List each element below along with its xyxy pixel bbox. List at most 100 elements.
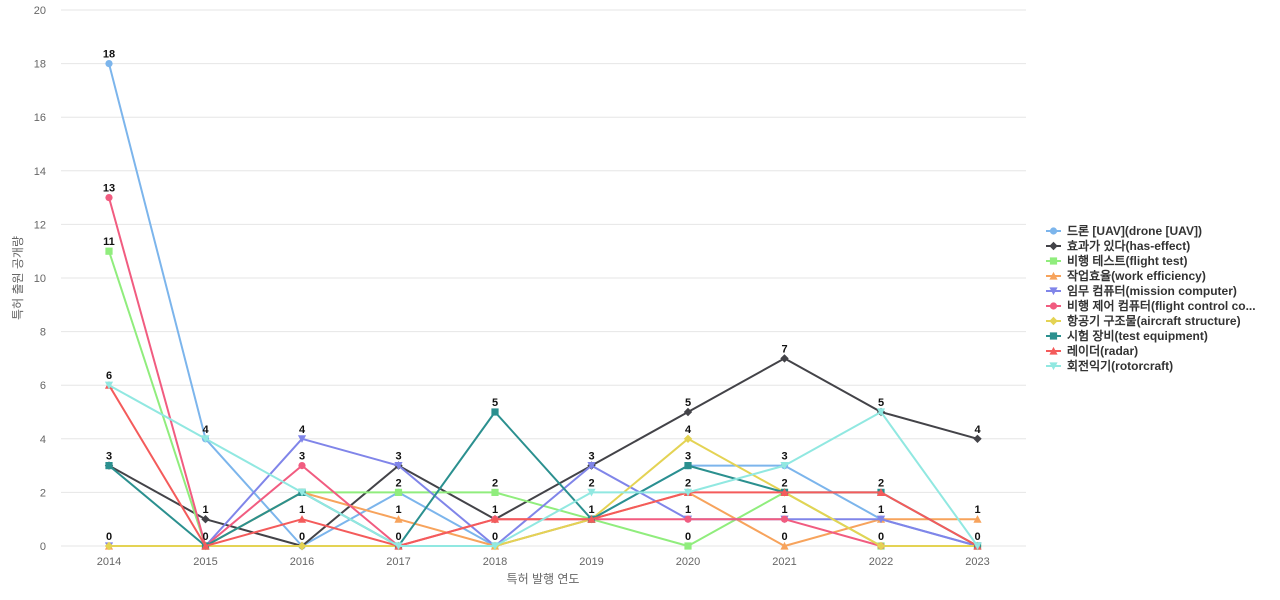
series-line	[108, 437, 979, 547]
data-point	[297, 435, 307, 443]
legend-label: 비행 테스트(flight test)	[1067, 253, 1188, 268]
data-label: 1	[974, 504, 980, 516]
legend-label: 효과가 있다(has-effect)	[1067, 238, 1190, 253]
data-labels: 1813116304104310321052103215432107321052…	[103, 49, 982, 543]
data-label: 1	[878, 504, 884, 516]
data-label: 4	[299, 424, 306, 436]
series-line	[108, 384, 979, 547]
data-label: 0	[202, 531, 208, 543]
legend-item[interactable]: 회전익기(rotorcraft)	[1046, 358, 1173, 373]
data-point	[297, 488, 307, 497]
x-tick-label: 2017	[386, 556, 410, 568]
series-line	[108, 411, 979, 547]
x-tick-label: 2020	[676, 556, 700, 568]
legend-item[interactable]: 임무 컴퓨터(mission computer)	[1046, 283, 1237, 298]
data-point	[1049, 332, 1058, 340]
y-tick-label: 6	[40, 380, 46, 392]
data-point	[1049, 302, 1058, 310]
series-flight-test	[105, 247, 982, 550]
data-label: 6	[106, 370, 112, 382]
data-point	[684, 515, 692, 523]
data-point	[587, 462, 596, 470]
legend-label: 작업효율(work efficiency)	[1067, 268, 1206, 283]
data-label: 2	[395, 477, 401, 489]
data-point	[876, 408, 886, 417]
data-label: 5	[492, 397, 498, 409]
legend-item[interactable]: 효과가 있다(has-effect)	[1046, 238, 1190, 253]
data-point	[876, 541, 886, 551]
legend-item[interactable]: 시험 장비(test equipment)	[1046, 328, 1208, 343]
data-label: 3	[106, 451, 112, 463]
series-uav-drone-uav	[105, 60, 982, 550]
data-point	[105, 60, 113, 68]
data-point	[1049, 346, 1058, 355]
legend-label: 시험 장비(test equipment)	[1067, 328, 1208, 343]
y-tick-label: 10	[34, 273, 46, 285]
data-label: 1	[492, 504, 498, 516]
data-label: 0	[685, 531, 691, 543]
series-lines	[104, 60, 982, 551]
data-point	[683, 407, 693, 417]
data-label: 2	[685, 477, 691, 489]
data-point	[491, 488, 499, 496]
data-label: 4	[202, 424, 209, 436]
data-point	[298, 462, 306, 470]
x-tick-label: 2022	[869, 556, 893, 568]
data-label: 1	[202, 504, 208, 516]
data-point	[104, 381, 114, 390]
data-point	[394, 515, 403, 523]
data-label: 1	[588, 504, 594, 516]
data-point	[1049, 257, 1058, 265]
data-point	[201, 515, 210, 524]
data-label: 7	[781, 343, 787, 355]
legend-label: 임무 컴퓨터(mission computer)	[1067, 283, 1237, 298]
data-point	[876, 515, 886, 524]
series-line	[108, 250, 979, 547]
x-axis-title: 특허 발행 연도	[507, 571, 580, 586]
data-point	[684, 462, 692, 470]
y-tick-label: 14	[34, 166, 46, 178]
data-label: 3	[685, 451, 691, 463]
data-label: 4	[974, 424, 981, 436]
data-point	[105, 194, 113, 202]
data-point	[587, 488, 596, 497]
x-tick-label: 2019	[579, 556, 603, 568]
data-point	[780, 488, 789, 496]
legend-label: 항공기 구조물(aircraft structure)	[1067, 313, 1241, 328]
data-point	[491, 408, 499, 416]
legend-item[interactable]: 비행 테스트(flight test)	[1046, 253, 1188, 268]
x-tick-label: 2018	[483, 556, 507, 568]
x-tick-label: 2014	[97, 556, 121, 568]
data-label: 1	[299, 504, 305, 516]
x-tick-label: 2016	[290, 556, 314, 568]
data-label: 11	[103, 236, 115, 248]
series-line	[108, 196, 979, 547]
data-point	[587, 515, 596, 523]
data-label: 2	[588, 477, 594, 489]
legend-item[interactable]: 레이더(radar)	[1046, 343, 1138, 358]
legend-item[interactable]: 비행 제어 컴퓨터(flight control co...	[1046, 298, 1256, 313]
data-point	[780, 462, 789, 470]
y-tick-label: 4	[40, 434, 46, 446]
data-point	[876, 488, 886, 496]
data-point	[780, 515, 789, 523]
y-tick-label: 18	[34, 59, 46, 71]
legend-item[interactable]: 드론 [UAV](drone [UAV])	[1046, 223, 1202, 238]
data-point	[684, 542, 692, 550]
data-point	[490, 542, 500, 551]
series-rotorcraft	[104, 381, 982, 551]
grid-lines	[61, 9, 1026, 547]
legend-item[interactable]: 항공기 구조물(aircraft structure)	[1046, 313, 1241, 328]
data-point	[490, 515, 500, 523]
data-point	[105, 462, 113, 470]
data-point	[104, 541, 114, 551]
data-label: 0	[974, 531, 980, 543]
data-label: 4	[685, 424, 692, 436]
data-label: 0	[106, 531, 112, 543]
legend-item[interactable]: 작업효율(work efficiency)	[1046, 268, 1206, 283]
data-label: 13	[103, 183, 115, 195]
data-point	[297, 541, 307, 551]
y-tick-label: 0	[40, 541, 46, 553]
x-axis: 2014 2015 2016 2017 2018 2019 2020 2021 2022 2023	[97, 556, 990, 568]
